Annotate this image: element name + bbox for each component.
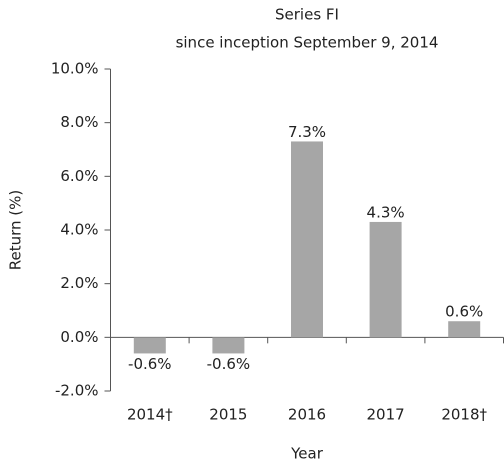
x-tick-label: 2016 [288,406,326,424]
chart-title: Series FI [275,6,339,24]
bar [448,321,481,338]
value-label: 7.3% [288,123,326,141]
chart-subtitle: since inception September 9, 2014 [176,34,439,52]
x-axis-label: Year [290,445,324,463]
x-tick-label: 2018† [441,406,487,424]
y-tick-label: 10.0% [51,60,99,78]
y-axis-label: Return (%) [7,190,25,271]
y-tick-label: 8.0% [60,113,98,131]
bar [291,141,323,338]
x-tick-label: 2017 [367,406,405,424]
value-label: -0.6% [207,355,251,373]
x-tick-label: 2015 [209,406,247,424]
y-tick-label: -2.0% [55,382,99,400]
value-label: -0.6% [128,355,172,373]
value-label: 0.6% [445,303,483,321]
y-tick-label: 4.0% [60,221,98,239]
y-tick-label: 6.0% [60,167,98,185]
value-label: 4.3% [367,203,405,221]
y-tick-label: 2.0% [60,274,98,292]
x-tick-label: 2014† [127,406,173,424]
bar [133,337,166,354]
y-tick-label: 0.0% [60,328,98,346]
bar [212,337,245,354]
bar [369,221,402,338]
